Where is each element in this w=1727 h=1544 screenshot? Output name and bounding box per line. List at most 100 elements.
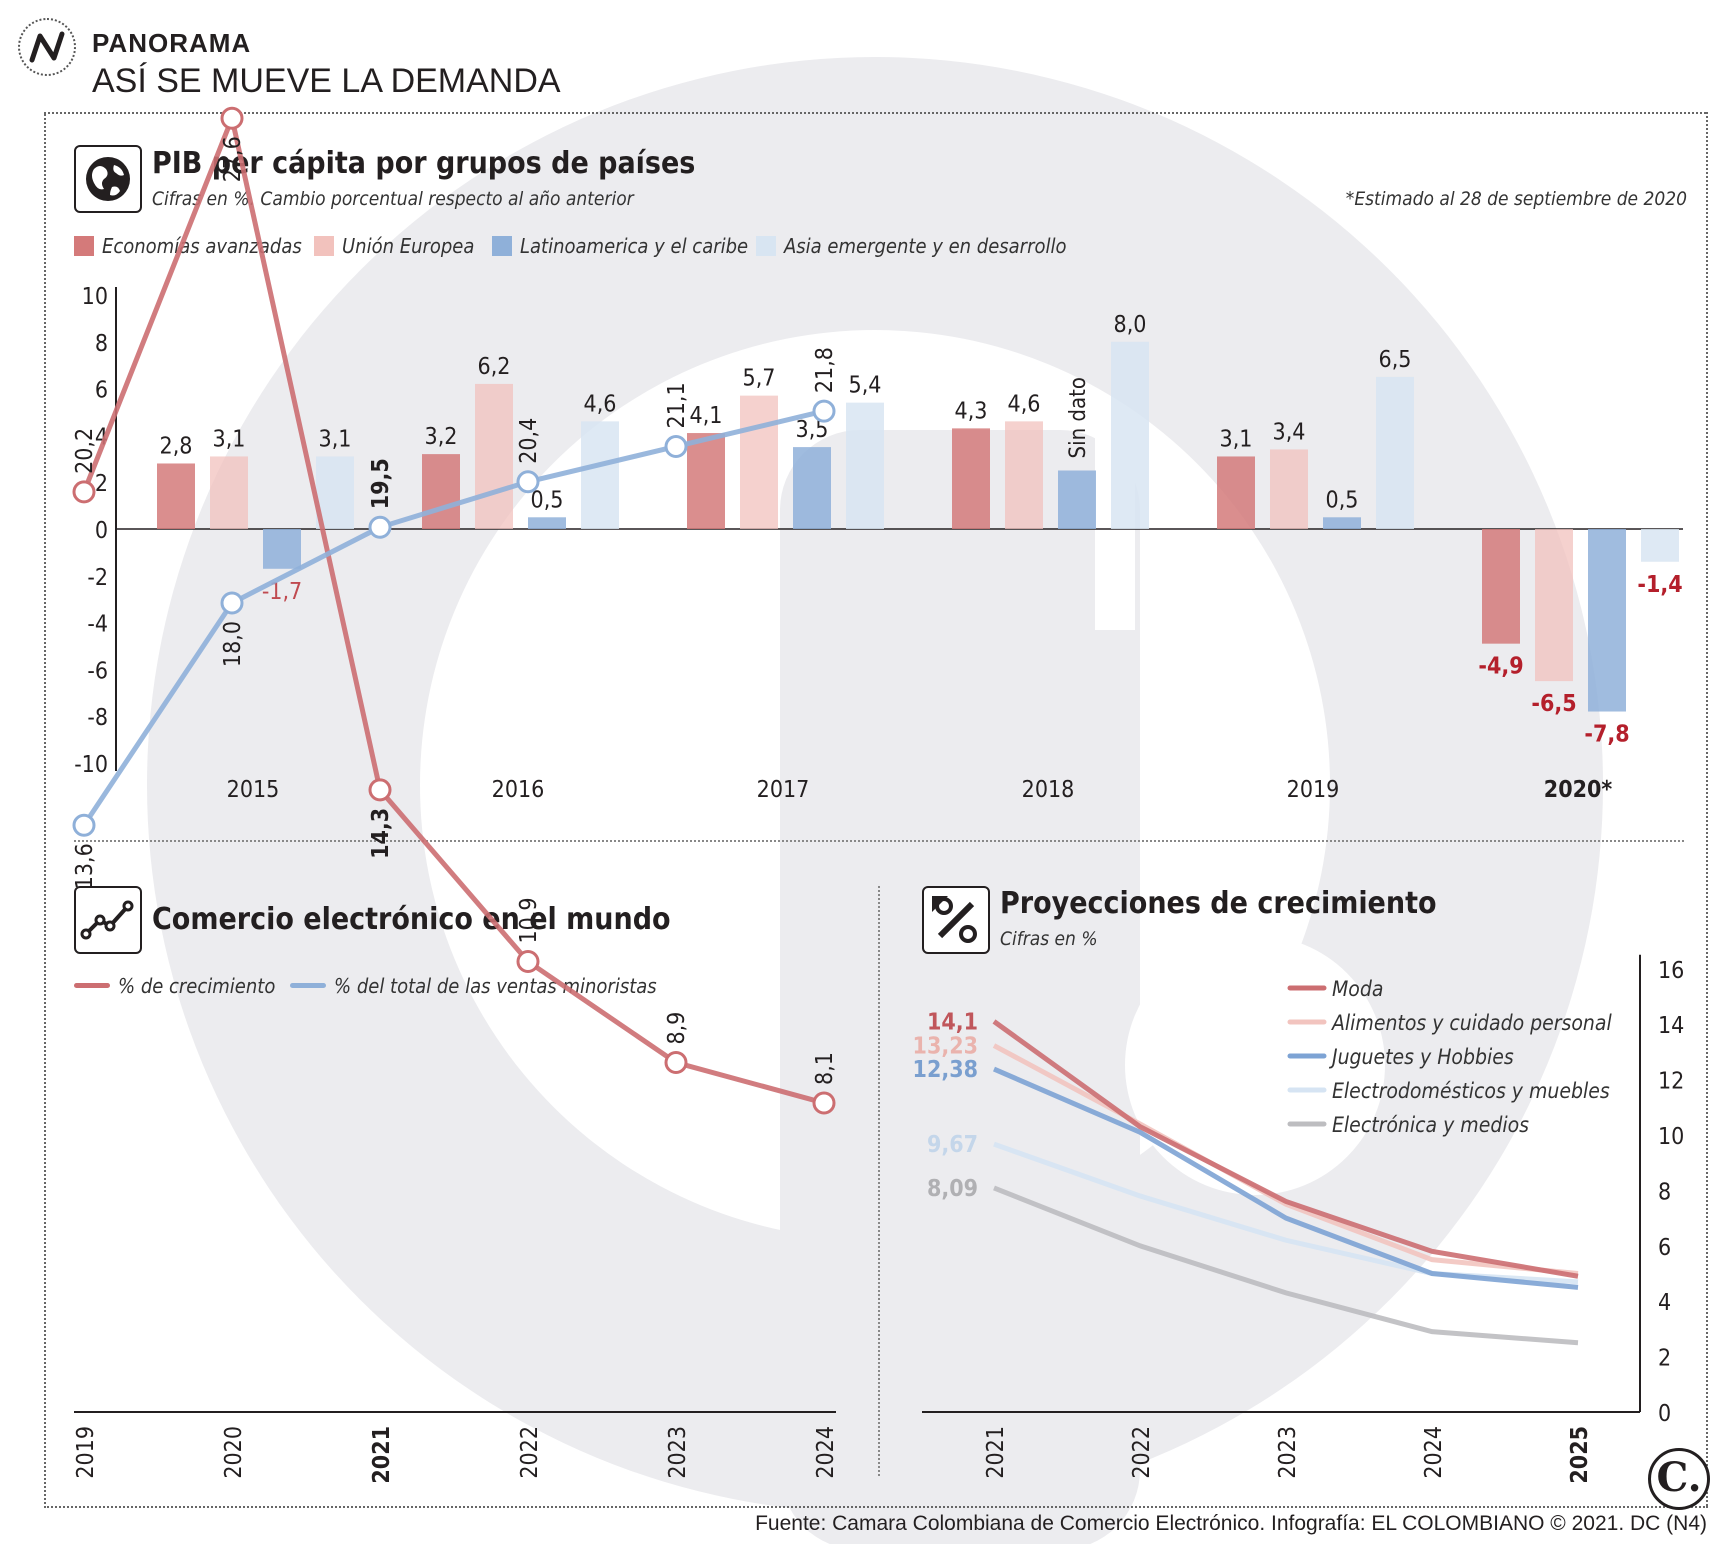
x-tick-label: 2023 — [1275, 1426, 1301, 1479]
data-label: 20,2 — [72, 428, 98, 474]
legend-label: % de crecimiento — [118, 974, 276, 998]
series-line — [81, 109, 825, 1106]
bar-value-label: 3,2 — [425, 424, 458, 450]
bar-value-label: 3,1 — [1220, 426, 1253, 452]
legend-label: Electrodomésticos y muebles — [1332, 1079, 1610, 1103]
bar-economías-avanzadas — [422, 454, 460, 529]
legend-label: Alimentos y cuidado personal — [1331, 1011, 1612, 1035]
data-label: 14,3 — [368, 808, 394, 859]
bar-value-label: 6,5 — [1379, 347, 1412, 373]
x-category-label: 2017 — [757, 777, 810, 803]
bar-value-label: -4,9 — [1478, 654, 1523, 680]
footer-credit: Fuente: Camara Colombiana de Comercio El… — [755, 1512, 1707, 1535]
start-value-label: 8,09 — [927, 1176, 978, 1202]
bar-unión-europea — [1270, 449, 1308, 529]
data-point — [516, 470, 540, 494]
bar-value-label: 3,1 — [319, 426, 352, 452]
bar-value-label: 0,5 — [531, 487, 564, 513]
data-label: 20,4 — [516, 418, 542, 464]
bar-unión-europea — [740, 395, 778, 529]
data-label: 27,6 — [220, 136, 246, 182]
start-value-label: 12,38 — [913, 1057, 978, 1083]
y-tick-label: 12 — [1658, 1069, 1684, 1095]
legend-swatch — [756, 236, 776, 256]
x-tick-label: 2021 — [983, 1426, 1009, 1479]
y-tick-label: -8 — [87, 705, 108, 731]
x-tick-label: 2022 — [517, 1426, 543, 1479]
bar-economías-avanzadas — [157, 463, 195, 529]
bar-asia-emergente-y-en-desarrollo — [1376, 376, 1414, 529]
bar-economías-avanzadas — [687, 433, 725, 529]
y-tick-label: 10 — [1658, 1124, 1684, 1150]
data-label: 21,1 — [664, 382, 690, 428]
trend-line-icon — [74, 886, 142, 954]
bar-value-label: 8,0 — [1114, 312, 1147, 338]
legend-swatch — [314, 236, 334, 256]
bar-value-label: 2,8 — [160, 433, 193, 459]
legend-swatch — [74, 236, 94, 256]
legend-label: Electrónica y medios — [1332, 1113, 1529, 1137]
y-tick-label: 8 — [1658, 1179, 1671, 1205]
legend-label: Asia emergente y en desarrollo — [784, 234, 1067, 258]
x-tick-label: 2022 — [1129, 1426, 1155, 1479]
legend-latinoamerica: Latinoamerica y el caribe — [492, 234, 748, 258]
bar-asia-emergente-y-en-desarrollo — [846, 402, 884, 529]
bar-latinoamerica-y-el-caribe — [528, 517, 566, 529]
x-category-label: 2016 — [492, 777, 545, 803]
start-value-label: 13,23 — [913, 1034, 978, 1060]
series-line — [992, 1043, 1579, 1276]
frame-top-border — [44, 112, 1706, 114]
y-tick-label: 10 — [82, 284, 108, 310]
x-category-label: 2020* — [1544, 777, 1613, 803]
y-tick-label: 0 — [1658, 1401, 1671, 1427]
bar-asia-emergente-y-en-desarrollo — [581, 421, 619, 529]
data-label: 8,1 — [812, 1052, 838, 1085]
x-tick-label: 2025 — [1567, 1426, 1593, 1484]
y-tick-label: 6 — [1658, 1235, 1671, 1261]
projections-subtitle: Cifras en % — [1000, 928, 1098, 950]
pib-note: *Estimado al 28 de septiembre de 2020 — [1345, 188, 1687, 210]
y-tick-label: -2 — [87, 565, 108, 591]
data-point — [220, 106, 244, 130]
series-line — [993, 1185, 1579, 1346]
bar-latinoamerica-y-el-caribe — [1323, 517, 1361, 529]
bar-value-label: 3,4 — [1273, 419, 1306, 445]
section-divider — [74, 840, 1684, 842]
data-label: 8,9 — [664, 1012, 690, 1045]
headline: ASÍ SE MUEVE LA DEMANDA — [92, 62, 561, 100]
bar-value-label: 5,4 — [849, 373, 882, 399]
bar-asia-emergente-y-en-desarrollo — [1111, 341, 1149, 529]
bar-latinoamerica-y-el-caribe — [793, 447, 831, 529]
x-tick-label: 2023 — [665, 1426, 691, 1479]
bar-value-label: 0,5 — [1326, 487, 1359, 513]
frame-right-border — [1706, 112, 1708, 1506]
y-tick-label: 0 — [95, 518, 108, 544]
bar-value-label: -1,4 — [1637, 572, 1682, 598]
bar-value-label: 6,2 — [478, 354, 511, 380]
data-point — [368, 515, 392, 539]
globe-icon — [74, 145, 142, 213]
bar-value-label: -6,5 — [1531, 691, 1576, 717]
projections-title: Proyecciones de crecimiento — [1000, 886, 1437, 921]
bar-value-label: 4,6 — [584, 391, 617, 417]
legend-economias-avanzadas: Economías avanzadas — [74, 234, 302, 258]
data-label: 18,0 — [220, 621, 246, 667]
legend-label: Latinoamerica y el caribe — [520, 234, 749, 258]
legend-swatch — [290, 983, 326, 988]
data-point — [72, 813, 96, 837]
legend-swatch — [74, 983, 110, 988]
bar-asia-emergente-y-en-desarrollo — [1641, 529, 1679, 562]
percent-icon — [922, 886, 990, 954]
bar-latinoamerica-y-el-caribe — [1588, 529, 1626, 712]
y-tick-label: 4 — [1658, 1290, 1671, 1316]
data-point — [664, 1051, 688, 1075]
column-divider — [878, 886, 880, 1476]
y-tick-label: -4 — [87, 612, 108, 638]
data-label: 19,5 — [368, 458, 394, 509]
y-tick-label: 6 — [95, 378, 108, 404]
x-category-label: 2019 — [1287, 777, 1340, 803]
y-tick-label: -6 — [87, 658, 108, 684]
